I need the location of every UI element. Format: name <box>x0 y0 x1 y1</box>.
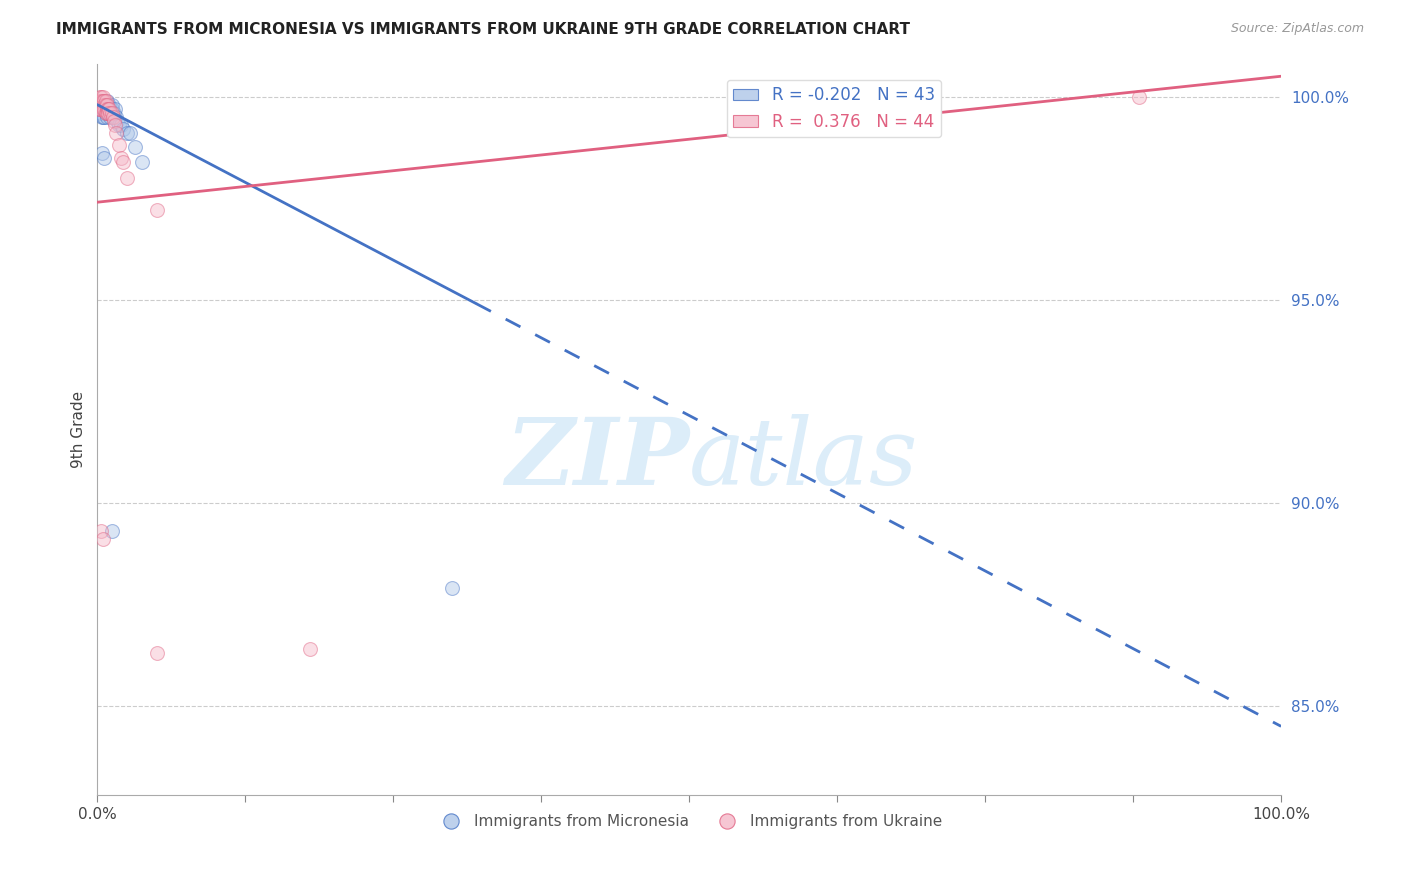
Point <box>110 151 132 165</box>
Point <box>98 105 121 120</box>
Y-axis label: 9th Grade: 9th Grade <box>72 392 86 468</box>
Point <box>100 97 122 112</box>
Point <box>93 102 115 116</box>
Point <box>96 105 118 120</box>
Point <box>98 97 121 112</box>
Point <box>90 524 112 539</box>
Text: IMMIGRANTS FROM MICRONESIA VS IMMIGRANTS FROM UKRAINE 9TH GRADE CORRELATION CHAR: IMMIGRANTS FROM MICRONESIA VS IMMIGRANTS… <box>56 22 910 37</box>
Point <box>90 94 112 108</box>
Point <box>91 94 114 108</box>
Point <box>107 138 129 153</box>
Point <box>91 102 114 116</box>
Point <box>101 105 124 120</box>
Point <box>91 89 114 103</box>
Point <box>100 102 122 116</box>
Point <box>103 105 125 120</box>
Point <box>100 110 122 124</box>
Legend: Immigrants from Micronesia, Immigrants from Ukraine: Immigrants from Micronesia, Immigrants f… <box>430 808 949 835</box>
Point <box>89 102 111 116</box>
Point <box>93 97 115 112</box>
Point <box>115 170 138 185</box>
Point <box>97 97 120 112</box>
Point <box>97 105 120 120</box>
Point <box>94 105 117 120</box>
Point <box>100 105 122 120</box>
Point <box>91 146 114 161</box>
Point <box>124 140 146 154</box>
Text: atlas: atlas <box>689 414 918 504</box>
Point <box>96 102 118 116</box>
Point <box>96 102 118 116</box>
Point <box>100 105 122 120</box>
Point <box>100 102 122 116</box>
Point <box>299 642 322 657</box>
Point <box>93 102 115 116</box>
Point <box>94 102 117 116</box>
Point <box>94 105 117 120</box>
Point <box>93 110 115 124</box>
Point <box>115 126 138 140</box>
Point <box>87 102 110 116</box>
Point <box>90 102 112 116</box>
Text: ZIP: ZIP <box>505 414 689 504</box>
Point <box>91 533 114 547</box>
Point <box>96 110 118 124</box>
Point <box>90 102 112 116</box>
Point <box>112 122 135 136</box>
Point <box>101 110 124 124</box>
Point <box>89 94 111 108</box>
Point <box>104 118 127 132</box>
Point <box>107 114 129 128</box>
Point <box>90 89 112 103</box>
Point <box>91 102 114 116</box>
Point <box>90 97 112 112</box>
Point <box>441 581 464 595</box>
Point <box>94 97 117 112</box>
Point <box>91 102 114 116</box>
Point <box>1128 89 1150 103</box>
Point <box>90 105 112 120</box>
Point <box>91 97 114 112</box>
Point <box>105 110 128 124</box>
Point <box>93 94 115 108</box>
Point <box>87 94 110 108</box>
Point <box>145 646 167 660</box>
Point <box>89 97 111 112</box>
Point <box>131 154 153 169</box>
Point <box>145 203 167 218</box>
Point <box>93 97 115 112</box>
Point <box>98 102 121 116</box>
Point <box>112 154 135 169</box>
Point <box>89 97 111 112</box>
Text: Source: ZipAtlas.com: Source: ZipAtlas.com <box>1230 22 1364 36</box>
Point <box>91 110 114 124</box>
Point <box>96 94 118 108</box>
Point <box>87 102 110 116</box>
Point <box>97 105 120 120</box>
Point <box>105 126 128 140</box>
Point <box>91 97 114 112</box>
Point <box>97 102 120 116</box>
Point <box>91 94 114 108</box>
Point <box>87 97 110 112</box>
Point <box>96 97 118 112</box>
Point <box>120 126 142 140</box>
Point <box>100 524 122 539</box>
Point <box>104 102 127 116</box>
Point <box>89 89 111 103</box>
Point <box>103 114 125 128</box>
Point <box>110 118 132 132</box>
Point <box>97 102 120 116</box>
Point <box>107 118 129 132</box>
Point <box>90 105 112 120</box>
Point <box>93 151 115 165</box>
Point <box>91 110 114 124</box>
Point <box>94 94 117 108</box>
